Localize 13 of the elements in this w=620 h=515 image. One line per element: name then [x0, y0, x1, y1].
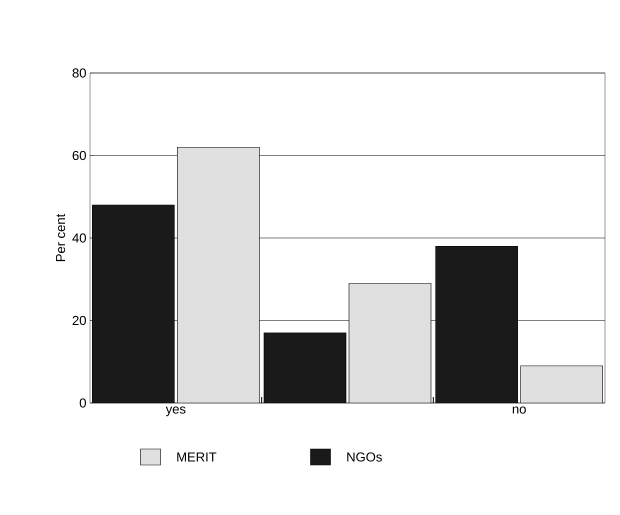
x-tick-label: yes — [166, 406, 186, 416]
y-tick-label: 20 — [72, 316, 86, 326]
y-tick-label: 0 — [80, 398, 86, 408]
y-tick-label: 60 — [72, 150, 86, 160]
y-tick-label: 80 — [72, 68, 86, 78]
y-axis-title: Per cent — [56, 214, 66, 262]
legend-label: MERIT — [177, 452, 216, 462]
y-tick-label: 40 — [72, 233, 86, 243]
bar — [92, 204, 175, 403]
x-tick-label: no — [512, 406, 526, 414]
legend-label: NGOs — [347, 452, 382, 462]
bar — [435, 246, 518, 403]
bar — [264, 332, 346, 403]
